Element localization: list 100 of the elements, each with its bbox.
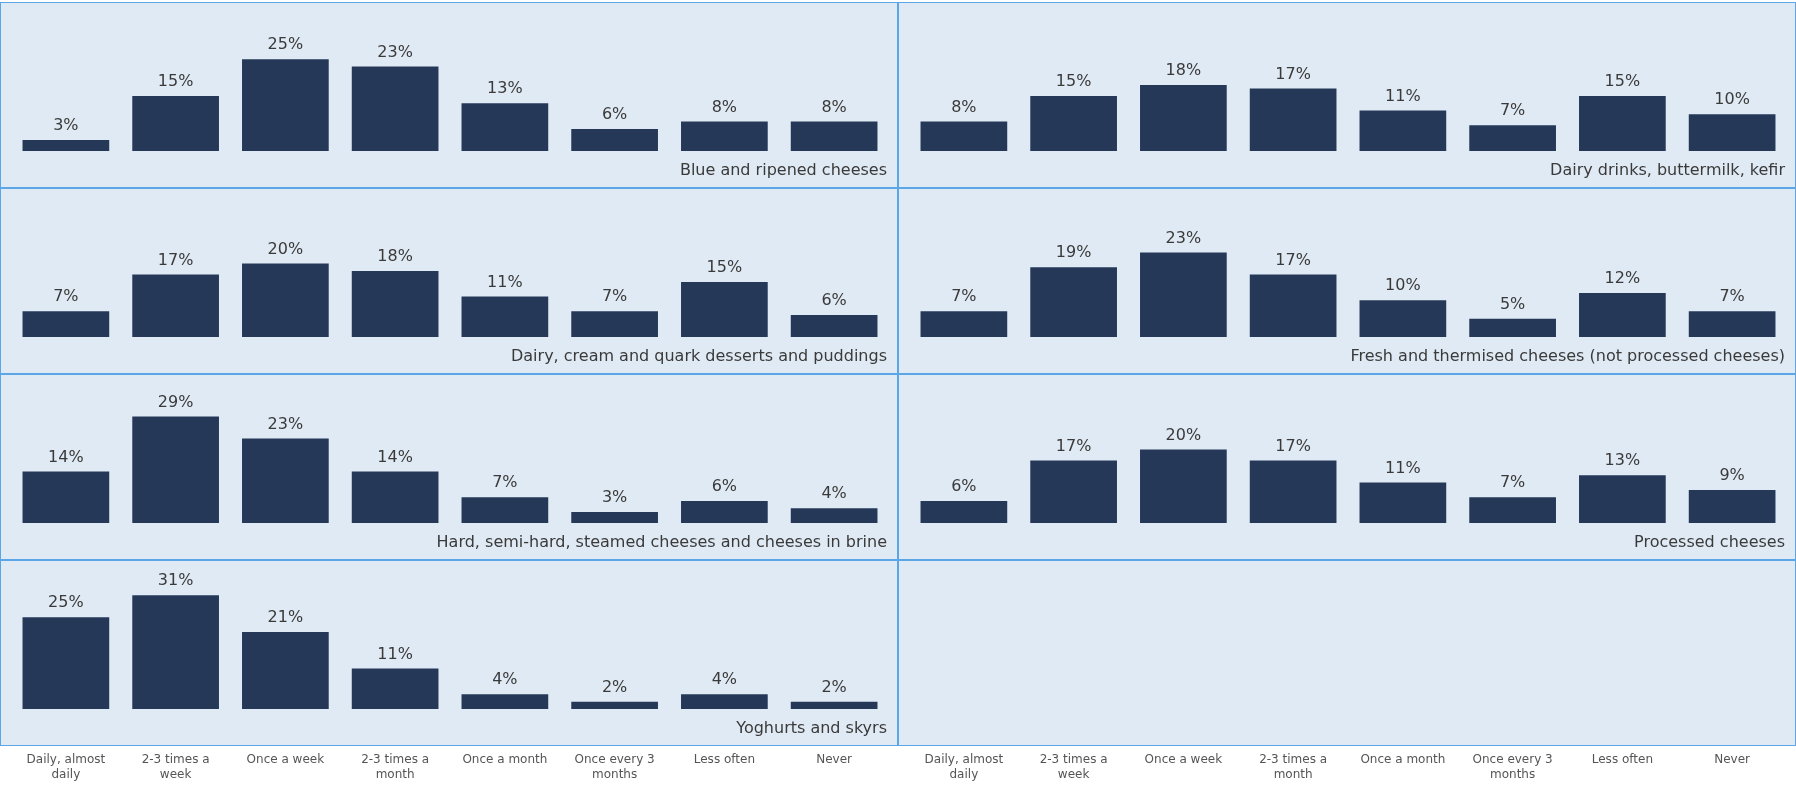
bar bbox=[681, 500, 768, 523]
bar bbox=[920, 311, 1008, 337]
bar bbox=[22, 471, 110, 523]
bar bbox=[461, 694, 549, 709]
x-tick-label: Never bbox=[1714, 752, 1751, 767]
data-label: 11% bbox=[487, 271, 523, 291]
data-label: 6% bbox=[951, 476, 977, 496]
bar bbox=[1359, 300, 1447, 337]
data-label: 17% bbox=[1275, 63, 1311, 83]
data-label: 7% bbox=[1499, 472, 1526, 492]
data-label: 23% bbox=[267, 413, 304, 433]
bar bbox=[1140, 252, 1227, 337]
bar bbox=[132, 95, 219, 151]
data-label: 15% bbox=[157, 71, 194, 91]
data-label: 7% bbox=[492, 472, 518, 492]
bar bbox=[22, 139, 110, 151]
bar bbox=[1249, 274, 1337, 337]
bar bbox=[1249, 88, 1337, 151]
data-label: 17% bbox=[1275, 249, 1311, 269]
data-label: 8% bbox=[821, 96, 847, 116]
bar bbox=[1359, 482, 1447, 523]
bar bbox=[1579, 475, 1666, 523]
data-label: 6% bbox=[601, 104, 628, 124]
bar bbox=[681, 694, 768, 709]
bar bbox=[571, 128, 658, 151]
text: Fresh and thermised cheeses (not processed cheeses) bbox=[1350, 346, 1785, 366]
data-label: 21% bbox=[267, 607, 304, 627]
x-tick-label: Once a week bbox=[246, 752, 325, 767]
x-tick-label: Less often bbox=[693, 752, 755, 767]
bar bbox=[920, 121, 1008, 151]
x-tick-label: Once a week bbox=[1144, 752, 1223, 767]
data-label: 7% bbox=[601, 286, 628, 306]
bar bbox=[571, 311, 658, 337]
data-label: 20% bbox=[1165, 424, 1202, 444]
data-label: 9% bbox=[1719, 465, 1745, 485]
data-label: 18% bbox=[1165, 60, 1202, 80]
bar bbox=[790, 314, 878, 337]
bar bbox=[22, 311, 110, 337]
data-label: 8% bbox=[711, 96, 738, 116]
bar bbox=[242, 438, 329, 523]
x-tick-label: Once a month bbox=[1360, 752, 1446, 767]
data-label: 2% bbox=[601, 676, 628, 696]
data-label: 17% bbox=[1275, 435, 1311, 455]
x-tick-label: Once a month bbox=[462, 752, 548, 767]
data-label: 17% bbox=[157, 249, 194, 269]
data-label: 23% bbox=[1165, 227, 1202, 247]
bar bbox=[681, 121, 768, 151]
bar bbox=[1579, 292, 1666, 337]
data-label: 4% bbox=[821, 483, 847, 503]
bar bbox=[1249, 460, 1337, 523]
text: Hard, semi-hard, steamed cheeses and cheeses in brine bbox=[436, 532, 887, 552]
x-tick-label: 2-3 times a month bbox=[1259, 752, 1328, 781]
bar bbox=[1469, 318, 1556, 337]
x-tick-label: 2-3 times a week bbox=[141, 752, 210, 781]
data-label: 10% bbox=[1714, 89, 1750, 109]
bar bbox=[1688, 311, 1776, 337]
bar bbox=[1579, 95, 1666, 151]
bar bbox=[242, 631, 329, 709]
text: Blue and ripened cheeses bbox=[679, 160, 887, 180]
x-tick-label: 2-3 times a month bbox=[361, 752, 430, 781]
bar bbox=[351, 270, 439, 337]
text: Dairy drinks, buttermilk, kefir bbox=[1550, 160, 1786, 180]
x-tick-label: Once every 3 months bbox=[1472, 752, 1553, 781]
data-label: 11% bbox=[1385, 85, 1421, 105]
bar bbox=[132, 416, 219, 523]
bar bbox=[920, 500, 1008, 523]
data-label: 7% bbox=[951, 286, 977, 306]
bar bbox=[1688, 114, 1776, 151]
text: Dairy, cream and quark desserts and puddings bbox=[510, 346, 887, 366]
data-label: 7% bbox=[1499, 100, 1526, 120]
data-label: 25% bbox=[48, 592, 84, 612]
data-label: 14% bbox=[377, 446, 413, 466]
data-label: 29% bbox=[157, 391, 194, 411]
bar bbox=[1140, 84, 1227, 151]
bar bbox=[242, 263, 329, 337]
bar bbox=[461, 497, 549, 523]
bar bbox=[1030, 267, 1117, 337]
data-label: 10% bbox=[1385, 275, 1421, 295]
text: Processed cheeses bbox=[1634, 532, 1785, 552]
bar bbox=[461, 296, 549, 337]
data-label: 5% bbox=[1499, 293, 1526, 313]
bar bbox=[1030, 95, 1117, 151]
bar bbox=[132, 595, 219, 709]
bar bbox=[132, 274, 219, 337]
data-label: 2% bbox=[821, 676, 847, 696]
data-label: 13% bbox=[487, 78, 523, 98]
data-label: 7% bbox=[1719, 286, 1745, 306]
data-label: 15% bbox=[1055, 71, 1092, 91]
data-label: 3% bbox=[601, 487, 628, 507]
data-label: 15% bbox=[1604, 71, 1641, 91]
x-tick-label: 2-3 times a week bbox=[1039, 752, 1108, 781]
data-label: 19% bbox=[1055, 242, 1092, 262]
x-tick-label: Daily, almost daily bbox=[924, 752, 1004, 781]
data-label: 20% bbox=[267, 238, 304, 258]
data-label: 6% bbox=[711, 476, 738, 496]
data-label: 31% bbox=[157, 570, 194, 590]
x-tick-label: Less often bbox=[1591, 752, 1653, 767]
x-tick-label: Never bbox=[816, 752, 853, 767]
x-tick-label: Once every 3 months bbox=[574, 752, 655, 781]
data-label: 15% bbox=[706, 257, 743, 277]
